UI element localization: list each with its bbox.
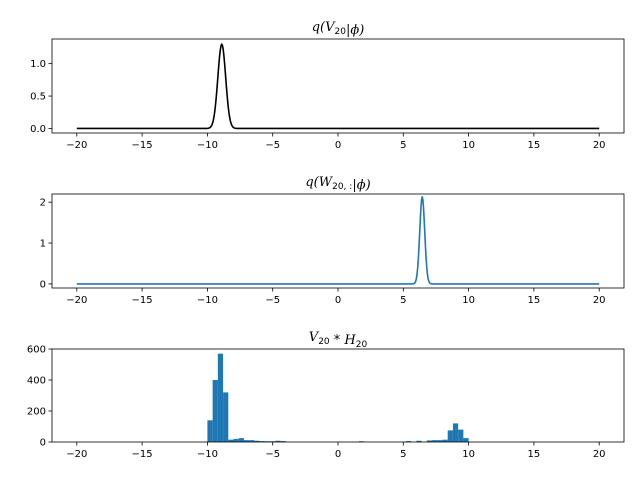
series-line-1 bbox=[76, 196, 600, 285]
y-tick-label: 1.0 bbox=[30, 59, 46, 70]
x-tick-label: −20 bbox=[66, 140, 87, 151]
x-tick-label: 10 bbox=[462, 449, 475, 460]
chart-title-part: H bbox=[343, 333, 356, 348]
histogram-bar bbox=[212, 380, 218, 442]
histogram-bar bbox=[405, 441, 412, 442]
x-tick-label: 5 bbox=[400, 295, 406, 306]
chart-title-part: |ϕ) bbox=[346, 23, 364, 38]
x-tick-label: −15 bbox=[132, 295, 153, 306]
chart-1: −20 −15 −10 −5 0 5 10 15 200.00.51.0q(V20|ϕ) bbox=[30, 20, 625, 151]
chart-title-part: V bbox=[309, 330, 320, 345]
plot-area bbox=[207, 353, 469, 442]
x-tick-label: −5 bbox=[265, 449, 280, 460]
histogram-bar bbox=[426, 440, 433, 442]
y-tick-label: 0 bbox=[40, 438, 46, 449]
x-tick-label: −5 bbox=[265, 140, 280, 151]
chart-title: V20 * H20 bbox=[309, 330, 368, 350]
x-tick-label: −5 bbox=[265, 295, 280, 306]
chart-title-part: * bbox=[330, 333, 345, 348]
x-tick-label: −10 bbox=[197, 295, 218, 306]
histogram-bar bbox=[437, 440, 443, 442]
histogram-bar bbox=[223, 392, 229, 442]
chart-title-part: q(W bbox=[305, 175, 333, 190]
plot-area bbox=[76, 196, 600, 285]
x-tick-label: 5 bbox=[400, 449, 406, 460]
x-tick-label: −20 bbox=[66, 295, 87, 306]
y-tick-label: 0.0 bbox=[30, 124, 46, 135]
x-tick-label: 0 bbox=[335, 140, 341, 151]
x-tick-label: −15 bbox=[132, 449, 153, 460]
y-tick-label: 2 bbox=[40, 198, 46, 209]
histogram-bar bbox=[463, 438, 469, 442]
chart-2: −20 −15 −10 −5 0 5 10 15 20 0 1 2 q(W20, :|ϕ) bbox=[40, 175, 625, 306]
x-tick-label: 20 bbox=[593, 449, 606, 460]
histogram-bar bbox=[447, 430, 453, 442]
x-tick-label: −20 bbox=[66, 449, 87, 460]
x-tick-label: −15 bbox=[132, 140, 153, 151]
x-tick-label: 15 bbox=[528, 140, 541, 151]
histogram-bar bbox=[432, 440, 438, 442]
y-tick-label: 200 bbox=[27, 407, 46, 418]
chart-title-part: 20 bbox=[335, 27, 347, 37]
x-tick-label: −10 bbox=[197, 140, 218, 151]
chart-title: q(W20, :|ϕ) bbox=[305, 175, 370, 193]
series-line-1 bbox=[76, 43, 600, 130]
histogram-bar bbox=[243, 440, 250, 442]
histogram-bar bbox=[452, 423, 459, 442]
x-tick-label: 20 bbox=[593, 295, 606, 306]
histogram-bar bbox=[207, 420, 213, 442]
x-tick-label: 0 bbox=[335, 449, 341, 460]
x-tick-label: 5 bbox=[400, 140, 406, 151]
x-tick-label: 10 bbox=[462, 295, 475, 306]
chart-title-part: 20 bbox=[356, 340, 368, 350]
histogram-bar bbox=[217, 353, 224, 442]
plot-area bbox=[76, 43, 600, 130]
histogram-bar bbox=[249, 440, 255, 442]
x-tick-label: 15 bbox=[528, 295, 541, 306]
chart-title-part: |ϕ) bbox=[352, 178, 370, 193]
histogram-bar bbox=[238, 438, 244, 442]
y-tick-label: 600 bbox=[27, 345, 46, 356]
y-tick-label: 0 bbox=[40, 279, 46, 290]
histogram-bar bbox=[442, 439, 448, 442]
histogram-bar bbox=[259, 441, 265, 442]
x-tick-label: 0 bbox=[335, 295, 341, 306]
chart-title-part: q(V bbox=[312, 20, 336, 35]
y-tick-label: 1 bbox=[40, 239, 46, 250]
chart-title: q(V20|ϕ) bbox=[312, 20, 365, 38]
chart-title-part: 20 bbox=[318, 337, 330, 347]
x-tick-label: 15 bbox=[528, 449, 541, 460]
x-tick-label: −10 bbox=[197, 449, 218, 460]
histogram-bar bbox=[233, 438, 239, 442]
histogram-bar bbox=[254, 440, 260, 442]
y-tick-label: 400 bbox=[27, 376, 46, 387]
histogram-bar bbox=[458, 429, 464, 442]
histogram-bar bbox=[228, 439, 234, 442]
x-tick-label: 20 bbox=[593, 140, 606, 151]
y-tick-label: 0.5 bbox=[30, 92, 46, 103]
histogram-bar bbox=[275, 440, 281, 442]
chart-title-part: 20, : bbox=[332, 182, 352, 192]
histogram-bar bbox=[416, 440, 422, 442]
histogram-bar bbox=[280, 441, 286, 442]
x-tick-label: 10 bbox=[462, 140, 475, 151]
